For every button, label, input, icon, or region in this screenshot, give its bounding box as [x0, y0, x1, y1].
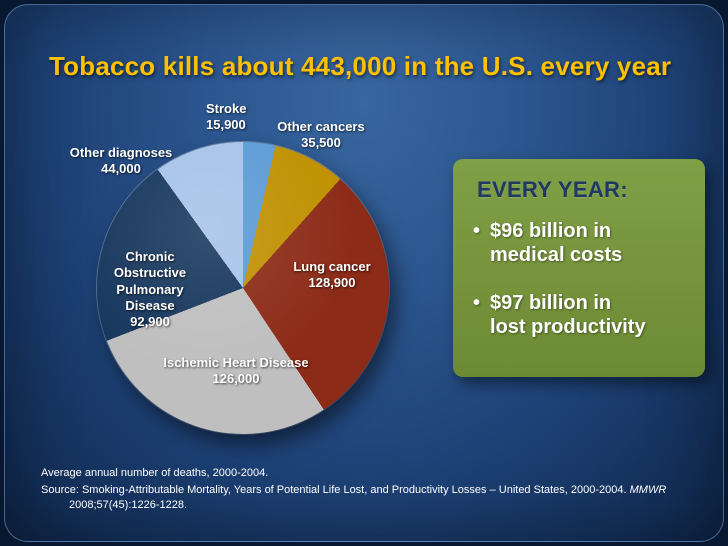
pie-label-copd: Chronic Obstructive Pulmonary Disease 92…	[100, 249, 200, 330]
pie-label-ihd-value: 126,000	[212, 371, 260, 387]
callout-box: EVERY YEAR: • $96 billion in medical cos…	[453, 159, 705, 377]
pie-label-copd-name: Chronic Obstructive Pulmonary Disease	[113, 249, 187, 313]
source-text: Source: Smoking-Attributable Mortality, …	[41, 484, 630, 496]
callout-heading: EVERY YEAR:	[477, 177, 628, 202]
bullet-marker-icon: •	[473, 292, 481, 314]
pie-label-other-cancers: Other cancers 35,500	[261, 119, 381, 152]
slide-footer: Average annual number of deaths, 2000-20…	[41, 467, 711, 513]
pie-label-stroke-name: Stroke	[206, 101, 247, 116]
pie-label-lung-cancer-name: Lung cancer	[293, 259, 371, 274]
footnote: Average annual number of deaths, 2000-20…	[41, 467, 269, 479]
source-journal: MMWR	[629, 484, 667, 496]
slide-title: Tobacco kills about 443,000 in the U.S. …	[49, 51, 672, 81]
pie-label-stroke: Stroke 15,900	[206, 101, 296, 134]
callout-bullet-text: $97 billion in lost productivity	[490, 292, 646, 338]
source-line-1: Source: Smoking-Attributable Mortality, …	[41, 483, 711, 498]
bullet-marker-icon: •	[473, 220, 481, 242]
slide: Tobacco kills about 443,000 in the U.S. …	[4, 4, 724, 542]
pie-label-ihd: Ischemic Heart Disease 126,000	[132, 355, 340, 388]
source-line-2: 2008;57(45):1226-1228.	[69, 498, 188, 511]
pie-chart	[97, 142, 389, 434]
source-citation: Source: Smoking-Attributable Mortality, …	[41, 483, 711, 513]
pie-label-copd-value: 92,900	[130, 314, 170, 329]
pie-label-stroke-value: 15,900	[206, 117, 246, 133]
pie-label-ihd-name: Ischemic Heart Disease	[163, 355, 309, 370]
pie-label-other-cancers-name: Other cancers	[277, 119, 365, 134]
callout-bullet-lost-productivity: • $97 billion in lost productivity	[473, 291, 687, 339]
pie-label-other-cancers-value: 35,500	[301, 135, 341, 151]
callout-bullet-medical-costs: • $96 billion in medical costs	[473, 219, 687, 267]
pie-label-other-diagnoses: Other diagnoses 44,000	[41, 145, 201, 178]
callout-bullet-list: • $96 billion in medical costs • $97 bil…	[471, 219, 687, 339]
pie-label-lung-cancer-value: 128,900	[308, 275, 356, 291]
callout-bullet-text: $96 billion in medical costs	[490, 220, 623, 266]
pie-label-other-diagnoses-name: Other diagnoses	[69, 145, 173, 160]
pie-label-other-diagnoses-value: 44,000	[101, 161, 141, 177]
pie-label-lung-cancer: Lung cancer 128,900	[272, 259, 392, 292]
